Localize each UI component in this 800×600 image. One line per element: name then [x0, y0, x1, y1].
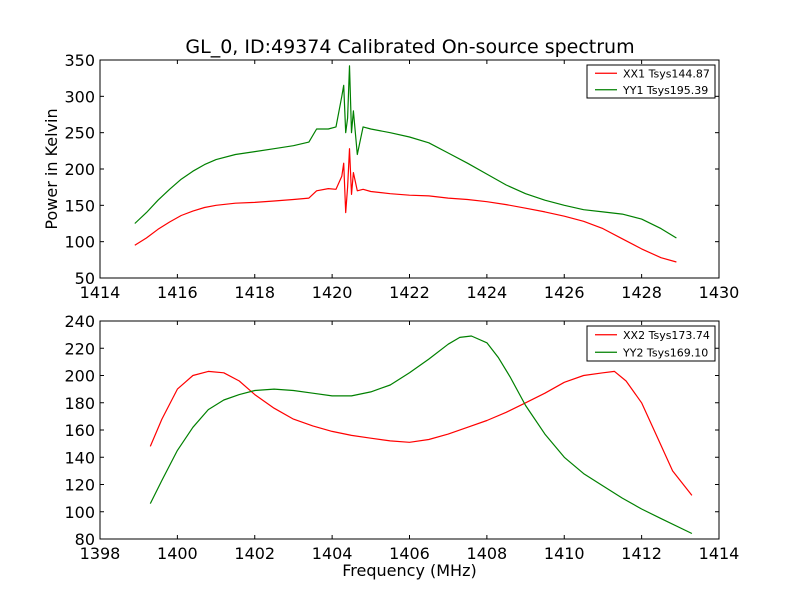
- series-line-1-1: [149, 335, 693, 535]
- x-tick-label-0-0: 1414: [80, 283, 121, 302]
- legend-label-0-1: YY1 Tsys195.39: [622, 84, 708, 97]
- y-axis-label-0: Power in Kelvin: [42, 108, 61, 229]
- x-tick-label-1-1: 1400: [157, 544, 198, 563]
- y-tick-label-0-6: 350: [64, 51, 95, 70]
- x-tick-label-0-1: 1416: [157, 283, 198, 302]
- x-tick-label-1-8: 1414: [699, 544, 740, 563]
- figure-title: GL_0, ID:49374 Calibrated On-source spec…: [185, 36, 634, 58]
- x-tick-label-1-7: 1412: [621, 544, 662, 563]
- x-tick-label-1-6: 1410: [544, 544, 585, 563]
- series-line-0-0: [134, 148, 677, 263]
- x-tick-label-1-5: 1408: [467, 544, 508, 563]
- x-tick-label-1-4: 1406: [389, 544, 430, 563]
- y-tick-label-0-4: 250: [64, 124, 95, 143]
- x-tick-label-0-7: 1428: [621, 283, 662, 302]
- x-tick-label-0-2: 1418: [234, 283, 275, 302]
- x-tick-label-1-0: 1398: [80, 544, 121, 563]
- x-tick-label-0-8: 1430: [699, 283, 740, 302]
- y-tick-label-1-6: 200: [64, 367, 95, 386]
- y-tick-label-1-1: 100: [64, 503, 95, 522]
- y-tick-label-1-3: 140: [64, 448, 95, 467]
- series-line-1-0: [149, 370, 693, 496]
- legend-1: XX2 Tsys173.74 YY2 Tsys169.10: [586, 325, 716, 362]
- y-tick-label-1-0: 80: [75, 530, 95, 549]
- legend-label-1-0: XX2 Tsys173.74: [623, 329, 710, 342]
- x-tick-label-0-6: 1426: [544, 283, 585, 302]
- y-tick-label-1-2: 120: [64, 476, 95, 495]
- bottom-panel: 1398 1400 1402 1404 1406 1408 1410 1412 1414 80 10…: [64, 312, 739, 580]
- y-tick-label-0-2: 150: [64, 196, 95, 215]
- legend-0: XX1 Tsys144.87 YY1 Tsys195.39: [586, 64, 716, 99]
- y-tick-label-1-8: 240: [64, 312, 95, 331]
- y-tick-label-1-4: 160: [64, 421, 95, 440]
- x-tick-label-0-3: 1420: [312, 283, 353, 302]
- legend-label-1-1: YY2 Tsys169.10: [622, 346, 708, 359]
- y-tick-label-0-0: 50: [75, 269, 95, 288]
- y-tick-label-0-3: 200: [64, 160, 95, 179]
- legend-box-0: [586, 64, 716, 99]
- y-tick-label-0-1: 100: [64, 233, 95, 252]
- y-tick-label-1-7: 220: [64, 339, 95, 358]
- series-line-0-1: [134, 65, 677, 239]
- x-tick-label-1-2: 1402: [234, 544, 275, 563]
- legend-label-0-0: XX1 Tsys144.87: [623, 67, 710, 80]
- x-tick-label-0-4: 1422: [389, 283, 430, 302]
- x-tick-label-0-5: 1424: [467, 283, 508, 302]
- top-panel: 1414 1416 1418 1420 1422 1424 1426 1428 1430 50 10…: [42, 51, 739, 302]
- legend-box-1: [586, 325, 716, 362]
- y-tick-label-1-5: 180: [64, 394, 95, 413]
- x-axis-label-1: Frequency (MHz): [342, 561, 476, 580]
- y-tick-label-0-5: 300: [64, 87, 95, 106]
- x-tick-label-1-3: 1404: [312, 544, 353, 563]
